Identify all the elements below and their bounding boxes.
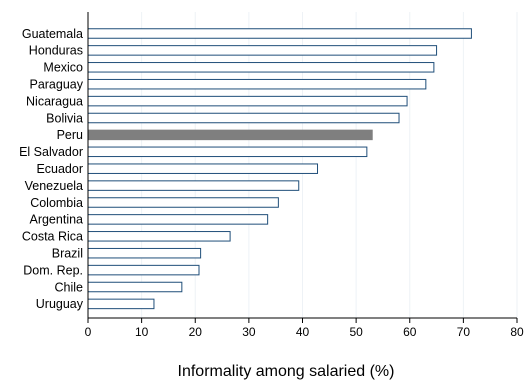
category-labels: Guatemala Honduras Mexico Paraguay Nicaragua… [19,27,84,311]
category-label-honduras: Honduras [29,44,83,58]
x-tick-label: 30 [242,325,256,339]
bar-nicaragua [87,95,408,107]
category-label-uruguay: Uruguay [36,297,84,311]
bar-ecuador [87,163,319,174]
category-label-guatemala: Guatemala [22,27,83,41]
x-tick-label: 60 [403,325,417,339]
bar-bolivia [87,112,400,124]
bar-dom-rep [87,264,200,276]
x-tick-label: 10 [135,325,149,339]
x-axis-title: Informality among salaried (%) [178,363,395,380]
category-label-costa-rica: Costa Rica [22,230,83,244]
category-label-venezuela: Venezuela [25,179,83,193]
category-label-mexico: Mexico [43,61,83,75]
bar-venezuela [87,180,300,191]
bar-peru [87,129,373,141]
category-label-chile: Chile [55,280,84,294]
category-label-el-salvador: El Salvador [19,145,83,159]
bar-uruguay [87,298,155,310]
category-label-brazil: Brazil [52,247,83,261]
x-tick-label: 70 [457,325,471,339]
category-label-bolivia: Bolivia [46,111,83,125]
category-label-colombia: Colombia [30,196,83,210]
x-tick-label: 50 [349,325,363,339]
bar-costa-rica [87,231,231,242]
category-label-argentina: Argentina [29,213,83,227]
bar-el-salvador [87,146,368,158]
category-label-nicaragua: Nicaragua [26,94,83,108]
bar-mexico [87,62,435,73]
category-label-ecuador: Ecuador [36,162,83,176]
bar-brazil [87,247,202,259]
bar-chile [87,281,183,293]
x-tick-label: 0 [85,325,92,339]
bar-honduras [87,45,438,56]
x-tick-label: 80 [510,325,524,339]
category-label-peru: Peru [57,128,83,142]
x-tick-label: 40 [296,325,310,339]
bar-colombia [87,197,279,208]
bar-argentina [87,214,269,225]
bar-paraguay [87,78,427,90]
bars [87,28,472,310]
category-label-dom-rep: Dom. Rep. [23,263,83,277]
bar-guatemala [87,28,472,39]
x-axis-ticks: 0 10 20 30 40 50 60 70 80 [85,318,524,339]
x-tick-label: 20 [189,325,203,339]
category-label-paraguay: Paraguay [29,78,83,92]
